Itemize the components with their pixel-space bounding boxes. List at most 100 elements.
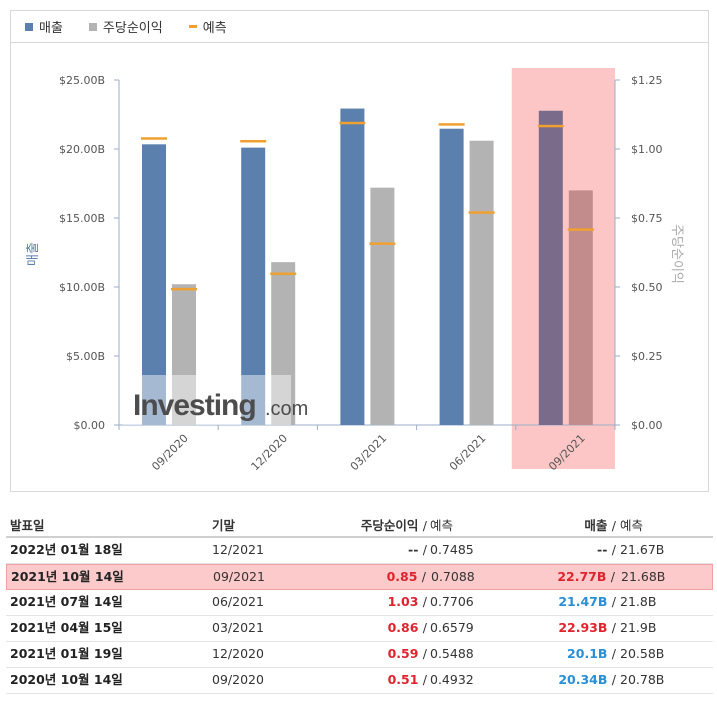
row-revenue: 22.77B / [557,565,615,589]
row-eps-value: 0.51 [387,672,419,687]
row-revenue-slash: / [611,646,616,661]
row-revenue-forecast: 21.68B [621,569,666,584]
table-row: 2021년 01월 19일 12/2020 0.59 /0.5488 20.1B /2… [6,642,713,668]
right-tick-label: $1.00 [631,143,663,156]
legend-swatch-revenue [25,22,33,31]
row-revenue: 21.47B / [558,590,616,614]
row-period: 12/2021 [212,542,264,557]
legend-swatch-eps [88,22,97,31]
row-revenue-forecast: 21.9B [620,620,657,635]
row-eps: 0.86 / [388,616,427,640]
row-revenue: -- / [597,538,616,562]
eps-bar [568,190,593,425]
left-tick-label: $25.00B [59,74,105,87]
left-tick-label: $5.00B [66,350,105,363]
legend-swatch-forecast [188,25,197,28]
header-eps-label: 주당순이익 [360,518,419,533]
row-revenue-value: 22.77B [557,569,607,584]
row-revenue-slash: / [611,620,616,635]
row-eps: 1.03 / [388,590,427,614]
row-revenue-forecast: 20.78B [620,672,665,687]
x-tick-label: 12/2020 [249,432,291,474]
eps-forecast-mark [171,287,197,291]
header-revenue-label: 매출 [584,518,608,533]
eps-forecast-mark [369,242,396,245]
legend-item-eps[interactable]: 주당순이익 [88,17,163,36]
eps-bar [271,262,296,425]
revenue-bar [142,144,166,426]
row-eps-slash: / [421,569,426,584]
row-eps-value: -- [408,542,419,557]
revenue-forecast-mark [537,124,564,128]
revenue-forecast-mark [141,137,167,140]
eps-bar [469,140,494,425]
chart-legend: 매출 주당순이익 예측 [11,11,708,43]
legend-label-revenue: 매출 [39,21,63,36]
header-eps[interactable]: 주당순이익 / [361,514,427,538]
row-revenue-value: 20.34B [558,672,608,687]
x-tick-label: 03/2021 [348,432,390,474]
earnings-chart: 매출 주당순이익 예측 $0.00 $5.00B $10.00B $15.00B $20… [10,10,709,492]
row-eps-forecast: 0.4932 [430,672,474,687]
legend-item-revenue[interactable]: 매출 [25,17,63,36]
row-eps-slash: / [422,542,427,557]
earnings-table: 발표일 기말 주당순이익 / 예측 매출 / 예측 2022년 01월 18일 1… [6,514,713,694]
right-tick-label: $1.25 [631,74,663,87]
table-header-row: 발표일 기말 주당순이익 / 예측 매출 / 예측 [6,514,713,538]
eps-bar [370,187,395,425]
table-row: 2021년 04월 15일 03/2021 0.86 /0.6579 22.93B /… [6,616,713,642]
right-tick-label: $0.50 [631,281,663,294]
row-eps-forecast: 0.5488 [430,646,474,661]
row-eps-slash: / [422,620,427,635]
row-eps-slash: / [422,646,427,661]
watermark-suffix: .com [265,398,308,420]
row-date: 2021년 01월 19일 [10,646,123,661]
header-revenue-forecast[interactable]: 예측 [620,518,644,533]
row-revenue: 20.1B / [567,642,616,666]
header-revenue-slash: / [611,518,616,533]
legend-item-forecast[interactable]: 예측 [188,17,227,36]
row-eps-forecast: 0.7088 [431,569,475,584]
row-eps-slash: / [422,672,427,687]
eps-forecast-mark [270,272,297,276]
table-row: 2020년 10월 14일 09/2020 0.51 /0.4932 20.34B /… [6,668,713,694]
row-eps-forecast: 0.6579 [430,620,474,635]
row-eps-slash: / [422,594,427,609]
row-revenue-value: 20.1B [567,646,608,661]
row-period: 12/2020 [212,646,264,661]
right-axis-title: 주당순이익 [669,224,684,284]
row-date: 2021년 07월 14일 [10,594,123,609]
legend-label-forecast: 예측 [202,21,227,36]
row-revenue-slash: / [610,569,615,584]
eps-forecast-mark [468,211,495,214]
header-date[interactable]: 발표일 [10,518,45,533]
chart-plot: $0.00 $5.00B $10.00B $15.00B $20.00B $25.00B $… [26,68,684,474]
row-period: 06/2021 [212,594,264,609]
row-eps-value: 0.85 [386,569,418,584]
revenue-bar [340,108,365,425]
header-eps-slash: / [422,518,427,533]
header-eps-forecast[interactable]: 예측 [430,518,454,533]
row-revenue-value: 22.93B [558,620,608,635]
header-period[interactable]: 기말 [212,518,236,533]
revenue-forecast-mark [240,139,267,143]
header-revenue[interactable]: 매출 / [584,514,616,538]
x-tick-label: 06/2021 [447,432,489,474]
eps-forecast-mark [567,228,594,231]
row-eps-value: 0.86 [387,620,419,635]
x-tick-label: 09/2020 [149,432,191,474]
table-body: 2022년 01월 18일 12/2021 -- /0.7485 -- /21.67B… [6,538,713,694]
row-eps: 0.85 / [387,565,426,589]
highlight-band [511,68,615,469]
table-row: 2022년 01월 18일 12/2021 -- /0.7485 -- /21.67B [6,538,713,564]
table-row: 2021년 07월 14일 06/2021 1.03 /0.7706 21.47B /… [6,590,713,616]
row-eps: 0.51 / [388,668,427,692]
left-tick-label: $15.00B [59,212,105,225]
watermark-backdrop [123,375,291,425]
table-row: 2021년 10월 14일 09/2021 0.85 / 0.7088 22.77B /… [6,564,713,590]
row-revenue-value: -- [597,542,608,557]
row-eps-value: 1.03 [387,594,419,609]
row-revenue: 20.34B / [558,668,616,692]
row-period: 09/2021 [213,569,265,584]
row-revenue-slash: / [611,542,616,557]
